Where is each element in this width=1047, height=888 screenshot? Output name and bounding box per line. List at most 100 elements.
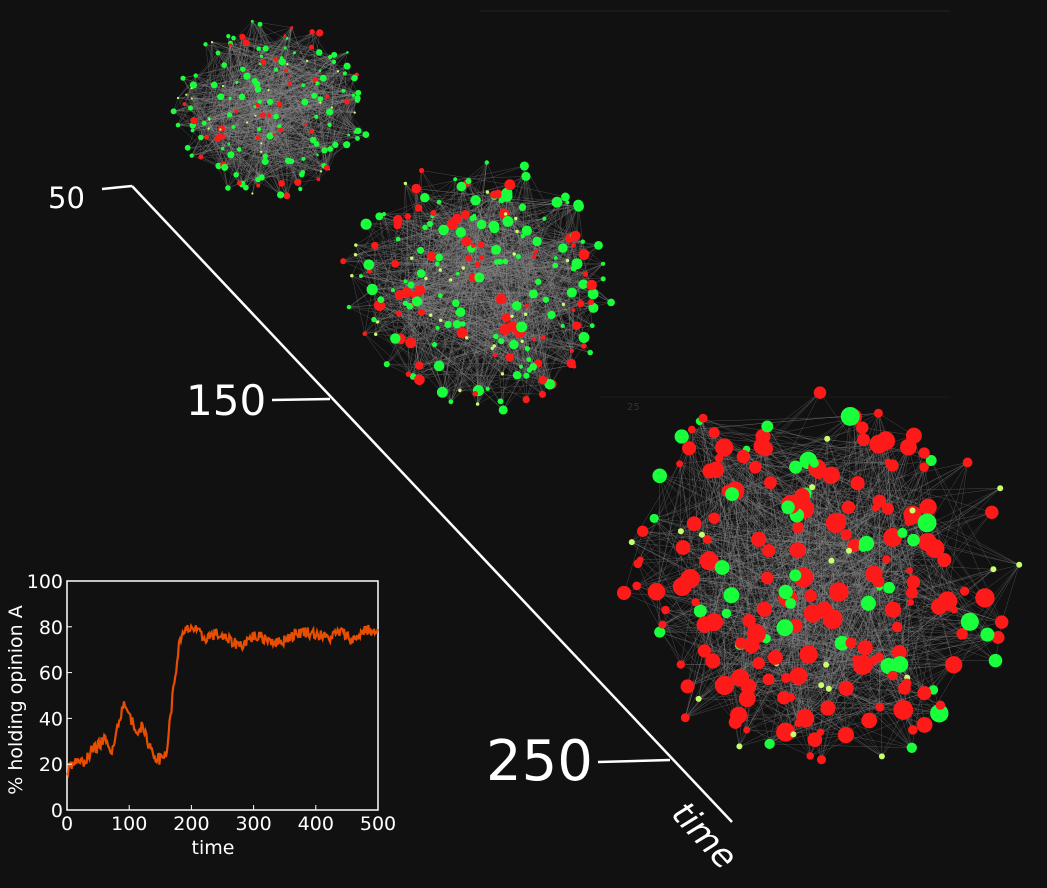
network-node-green <box>346 304 352 310</box>
network-node-green <box>321 147 328 154</box>
network-node-green <box>203 42 208 47</box>
network-node-yellow <box>503 212 508 216</box>
network-node-green <box>594 241 603 250</box>
network-node-green <box>343 62 351 70</box>
network-node-green <box>210 81 218 89</box>
network-node-green <box>917 513 937 533</box>
network-node-green <box>261 158 269 166</box>
network-node-green <box>834 635 850 651</box>
network-node-green <box>262 45 269 52</box>
network-node-green <box>452 320 462 329</box>
network-node-yellow <box>997 485 1004 492</box>
network-node-yellow <box>190 97 193 100</box>
network-node-green <box>518 364 524 369</box>
network-node-green <box>259 54 264 59</box>
network-node-red <box>283 34 287 37</box>
network-node-red <box>234 108 239 114</box>
network-node-red <box>991 631 1005 644</box>
network-node-red <box>272 133 276 136</box>
network-t250 <box>616 386 1023 765</box>
network-node-red <box>916 716 933 733</box>
network-node-red <box>675 540 691 555</box>
network-node-red <box>687 425 696 434</box>
network-node-green <box>221 62 228 68</box>
network-node-yellow <box>438 268 442 272</box>
network-node-green <box>498 197 505 204</box>
network-node-green <box>529 363 537 371</box>
network-node-green <box>228 96 232 101</box>
network-node-red <box>861 712 878 729</box>
network-node-green <box>600 261 606 266</box>
network-node-green <box>301 98 309 106</box>
network-node-red <box>304 122 308 126</box>
network-node-green <box>215 50 221 56</box>
network-node-red <box>456 327 468 339</box>
network-node-red <box>756 601 772 617</box>
network-node-red <box>391 259 400 268</box>
network-node-green <box>354 127 362 135</box>
timeline-label-250: 250 <box>486 729 593 794</box>
network-node-red <box>344 98 350 105</box>
network-node-green <box>532 236 542 247</box>
network-node-red <box>736 449 751 464</box>
network-node-red <box>278 180 285 187</box>
network-node-green <box>502 258 509 265</box>
network-node-green <box>227 151 235 159</box>
network-node-green <box>243 72 251 80</box>
network-node-green <box>328 54 333 60</box>
network-node-green <box>858 542 869 552</box>
network-node-red <box>881 502 895 515</box>
network-node-green <box>383 361 390 368</box>
network-node-green <box>395 236 401 242</box>
network-node-yellow <box>677 528 684 535</box>
network-node-green <box>226 112 233 118</box>
network-node-green <box>465 178 472 184</box>
network-node-red <box>395 310 402 317</box>
network-node-green <box>319 74 327 82</box>
network-node-green <box>502 215 514 227</box>
network-node-green <box>256 46 261 51</box>
network-node-green <box>761 420 774 433</box>
network-node-green <box>435 325 440 330</box>
chart-y-tick-label: 60 <box>39 663 63 685</box>
network-node-yellow <box>353 253 358 257</box>
network-node-green <box>257 127 262 132</box>
network-node-yellow <box>207 127 210 130</box>
chart-x-tick-label: 100 <box>111 813 147 835</box>
network-node-red <box>708 512 721 525</box>
network-node-green <box>578 332 590 343</box>
network-node-green <box>438 224 449 236</box>
network-node-red <box>686 516 702 532</box>
network-node-green <box>235 80 239 85</box>
network-node-red <box>571 308 576 312</box>
network-node-red <box>905 586 918 599</box>
network-node-green <box>406 302 414 310</box>
network-node-red <box>847 538 862 552</box>
network-node-yellow <box>251 192 254 195</box>
network-node-green <box>313 141 320 147</box>
network-node-red <box>852 654 873 675</box>
network-node-red <box>748 461 762 474</box>
network-node-green <box>566 287 577 298</box>
network-node-red <box>676 460 684 468</box>
network-node-green <box>371 316 377 323</box>
network-node-green <box>785 597 796 609</box>
network-node-green <box>723 587 740 604</box>
network-node-green <box>553 256 558 260</box>
network-node-red <box>900 438 917 456</box>
network-node-green <box>315 81 320 86</box>
network-node-green <box>277 191 285 199</box>
network-node-red <box>975 588 995 608</box>
network-node-green <box>589 323 595 329</box>
network-node-green <box>534 278 542 286</box>
network-node-yellow <box>515 229 519 234</box>
network-node-yellow <box>698 531 705 538</box>
network-node-red <box>751 531 767 548</box>
network-node-yellow <box>500 372 505 376</box>
network-node-yellow <box>429 313 433 317</box>
network-node-green <box>366 283 378 296</box>
network-node-yellow <box>403 181 408 186</box>
network-node-red <box>505 352 515 362</box>
network-node-green <box>560 323 565 328</box>
network-node-red <box>682 441 697 456</box>
